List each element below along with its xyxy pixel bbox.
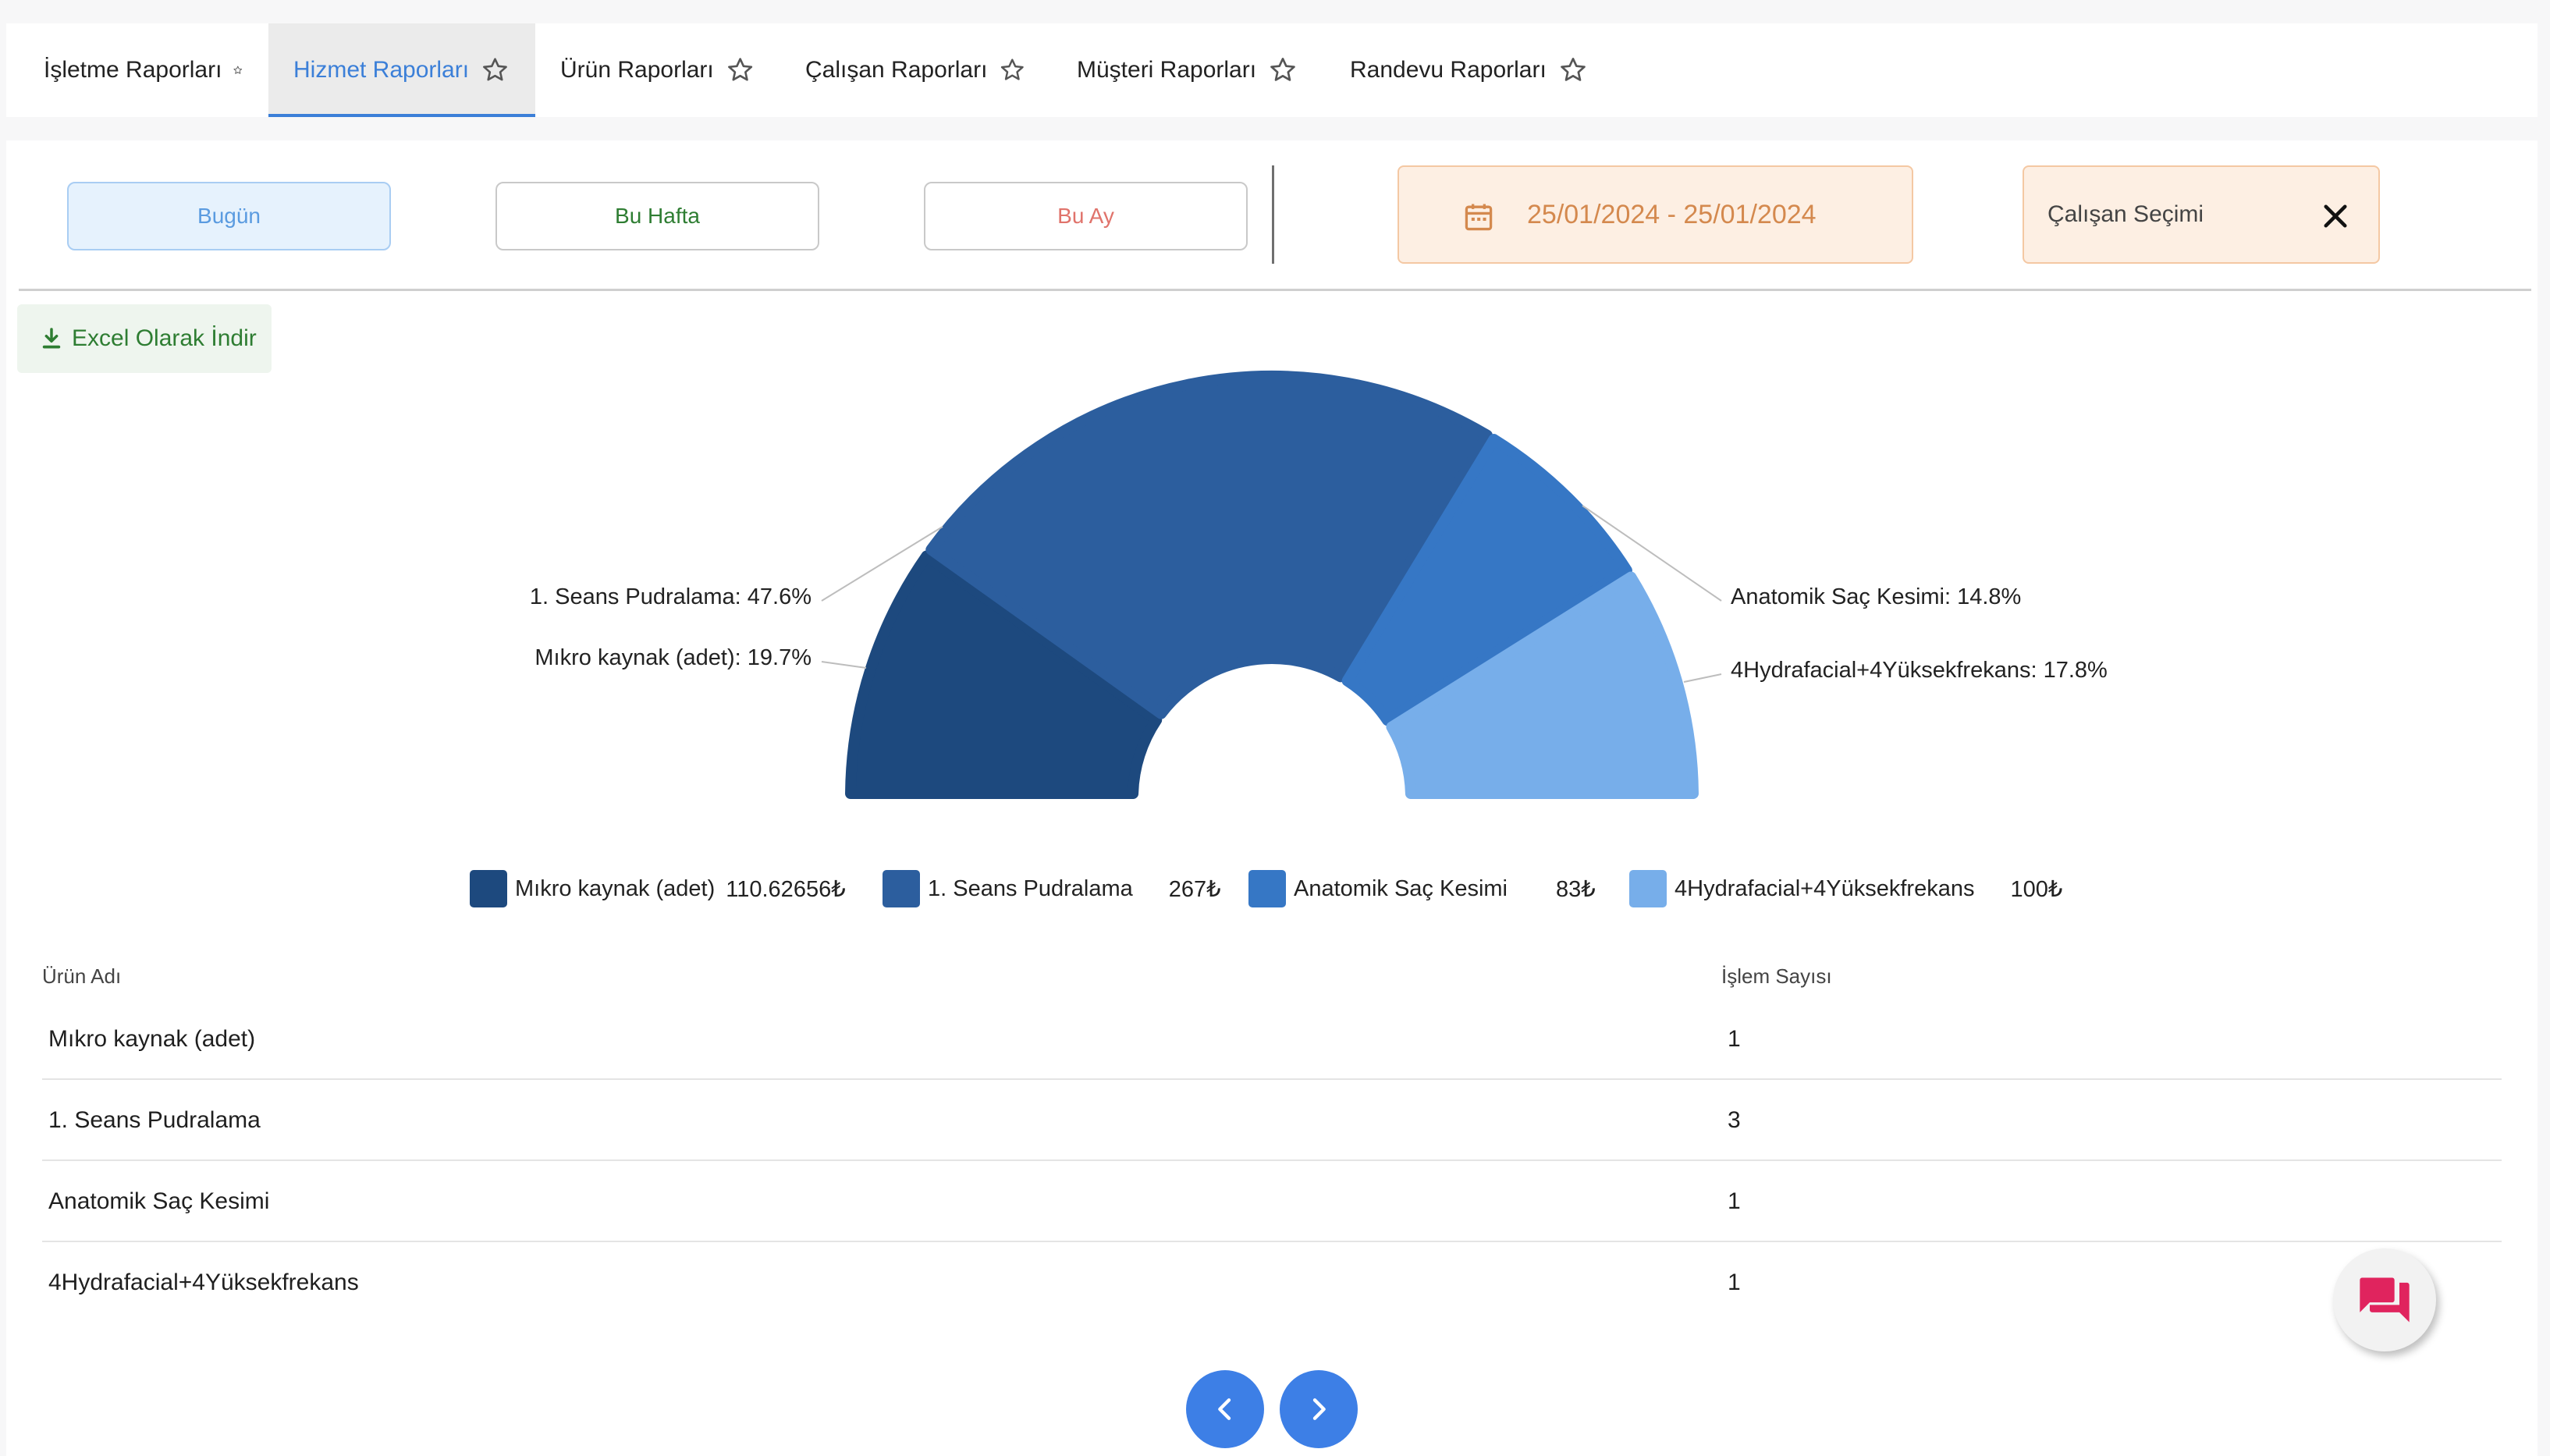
legend-item[interactable]: 1. Seans Pudralama 267₺: [883, 869, 1221, 908]
star-icon[interactable]: [998, 55, 1027, 86]
column-header-name: Ürün Adı: [42, 964, 122, 988]
legend-label: Anatomik Saç Kesimi: [1294, 875, 1508, 901]
slice-label-leader: [1582, 505, 1722, 602]
excel-download-button[interactable]: Excel Olarak İndir: [17, 304, 272, 373]
section-divider: [19, 289, 2531, 291]
legend-label: Mıkro kaynak (adet): [515, 875, 716, 901]
tab-isletme-raporlari[interactable]: İşletme Raporları: [19, 23, 268, 117]
tab-hizmet-raporlari[interactable]: Hizmet Raporları: [268, 23, 535, 117]
slice-label-leader: [821, 661, 867, 669]
pie-slice[interactable]: [925, 371, 1493, 719]
download-icon: [42, 328, 61, 349]
report-card: Bugün Bu Hafta Bu Ay 25/01/2024 - 25/01/…: [6, 140, 2538, 1456]
close-icon[interactable]: [2319, 200, 2352, 233]
star-icon[interactable]: [480, 55, 510, 86]
half-donut-chart: Mıkro kaynak (adet): 19.7% 1. Seans Pudra…: [530, 371, 2108, 800]
today-button[interactable]: Bugün: [67, 182, 391, 250]
legend-swatch: [470, 870, 507, 907]
legend-item[interactable]: Mıkro kaynak (adet) 110.62656₺: [470, 869, 846, 908]
star-icon[interactable]: [233, 55, 243, 86]
legend-value: 100₺: [2010, 876, 2063, 902]
chat-button[interactable]: [2333, 1248, 2436, 1351]
chart-legend: Mıkro kaynak (adet) 110.62656₺ 1. Seans …: [6, 869, 2538, 908]
row-name: 4Hydrafacial+4Yüksekfrekans: [48, 1270, 359, 1295]
legend-value: 110.62656₺: [726, 876, 846, 902]
previous-page-button[interactable]: [1186, 1370, 1264, 1448]
slice-label-leader: [821, 526, 943, 602]
slice-label: Mıkro kaynak (adet): 19.7%: [535, 645, 812, 670]
star-icon[interactable]: [725, 55, 755, 86]
star-icon[interactable]: [1557, 55, 1589, 86]
tab-label: Ürün Raporları: [560, 57, 714, 83]
star-icon[interactable]: [1267, 55, 1298, 86]
this-month-button[interactable]: Bu Ay: [924, 182, 1248, 250]
employee-select[interactable]: Çalışan Seçimi: [2023, 165, 2380, 264]
excel-download-label: Excel Olarak İndir: [72, 325, 257, 351]
tab-label: Müşteri Raporları: [1077, 57, 1257, 83]
pie-slice[interactable]: [845, 550, 1163, 800]
row-name: Mıkro kaynak (adet): [48, 1026, 256, 1052]
chevron-right-icon: [1312, 1398, 1326, 1420]
table-row: Anatomik Saç Kesimi 1: [42, 1161, 2502, 1242]
tab-musteri-raporlari[interactable]: Müşteri Raporları: [1052, 23, 1325, 117]
tab-urun-raporlari[interactable]: Ürün Raporları: [535, 23, 780, 117]
slice-label: Anatomik Saç Kesimi: 14.8%: [1731, 584, 2021, 609]
tab-label: Hizmet Raporları: [293, 57, 470, 83]
employee-select-placeholder: Çalışan Seçimi: [2047, 201, 2204, 227]
chat-icon: [2360, 1277, 2410, 1323]
legend-label: 4Hydrafacial+4Yüksekfrekans: [1675, 875, 1975, 901]
legend-item[interactable]: 4Hydrafacial+4Yüksekfrekans 100₺: [1629, 869, 2062, 908]
pie-slice[interactable]: [1386, 571, 1699, 800]
legend-swatch: [1629, 870, 1667, 907]
tab-label: Çalışan Raporları: [805, 57, 988, 83]
chevron-left-icon: [1218, 1398, 1231, 1420]
row-count: 1: [1728, 1270, 1741, 1295]
legend-swatch: [1248, 870, 1286, 907]
this-week-button[interactable]: Bu Hafta: [495, 182, 819, 250]
slice-label-leader: [1683, 673, 1722, 683]
slice-label: 4Hydrafacial+4Yüksekfrekans: 17.8%: [1731, 658, 2108, 683]
pie-slice[interactable]: [1341, 434, 1632, 726]
row-count: 1: [1728, 1026, 1741, 1052]
legend-value: 83₺: [1556, 876, 1596, 902]
row-count: 3: [1728, 1107, 1741, 1133]
column-header-count: İşlem Sayısı: [1721, 964, 1832, 988]
legend-label: 1. Seans Pudralama: [928, 875, 1133, 901]
legend-swatch: [883, 870, 920, 907]
date-range-picker[interactable]: 25/01/2024 - 25/01/2024: [1398, 165, 1913, 264]
table-row: Mıkro kaynak (adet) 1: [42, 999, 2502, 1080]
row-count: 1: [1728, 1188, 1741, 1214]
row-name: Anatomik Saç Kesimi: [48, 1188, 270, 1214]
tab-label: İşletme Raporları: [44, 57, 222, 83]
row-name: 1. Seans Pudralama: [48, 1107, 261, 1133]
report-tabs: İşletme Raporları Hizmet Raporları Ürün …: [6, 23, 2538, 117]
filter-divider: [1272, 165, 1274, 264]
table-row: 4Hydrafacial+4Yüksekfrekans 1: [42, 1242, 2502, 1323]
legend-item[interactable]: Anatomik Saç Kesimi 83₺: [1248, 869, 1596, 908]
table-row: 1. Seans Pudralama 3: [42, 1080, 2502, 1161]
date-range-text: 25/01/2024 - 25/01/2024: [1527, 199, 1817, 229]
tab-randevu-raporlari[interactable]: Randevu Raporları: [1325, 23, 1614, 117]
legend-value: 267₺: [1168, 876, 1221, 902]
tab-calisan-raporlari[interactable]: Çalışan Raporları: [780, 23, 1052, 117]
calendar-icon: [1465, 204, 1493, 231]
next-page-button[interactable]: [1280, 1370, 1358, 1448]
slice-label: 1. Seans Pudralama: 47.6%: [530, 584, 812, 609]
tab-label: Randevu Raporları: [1350, 57, 1547, 83]
